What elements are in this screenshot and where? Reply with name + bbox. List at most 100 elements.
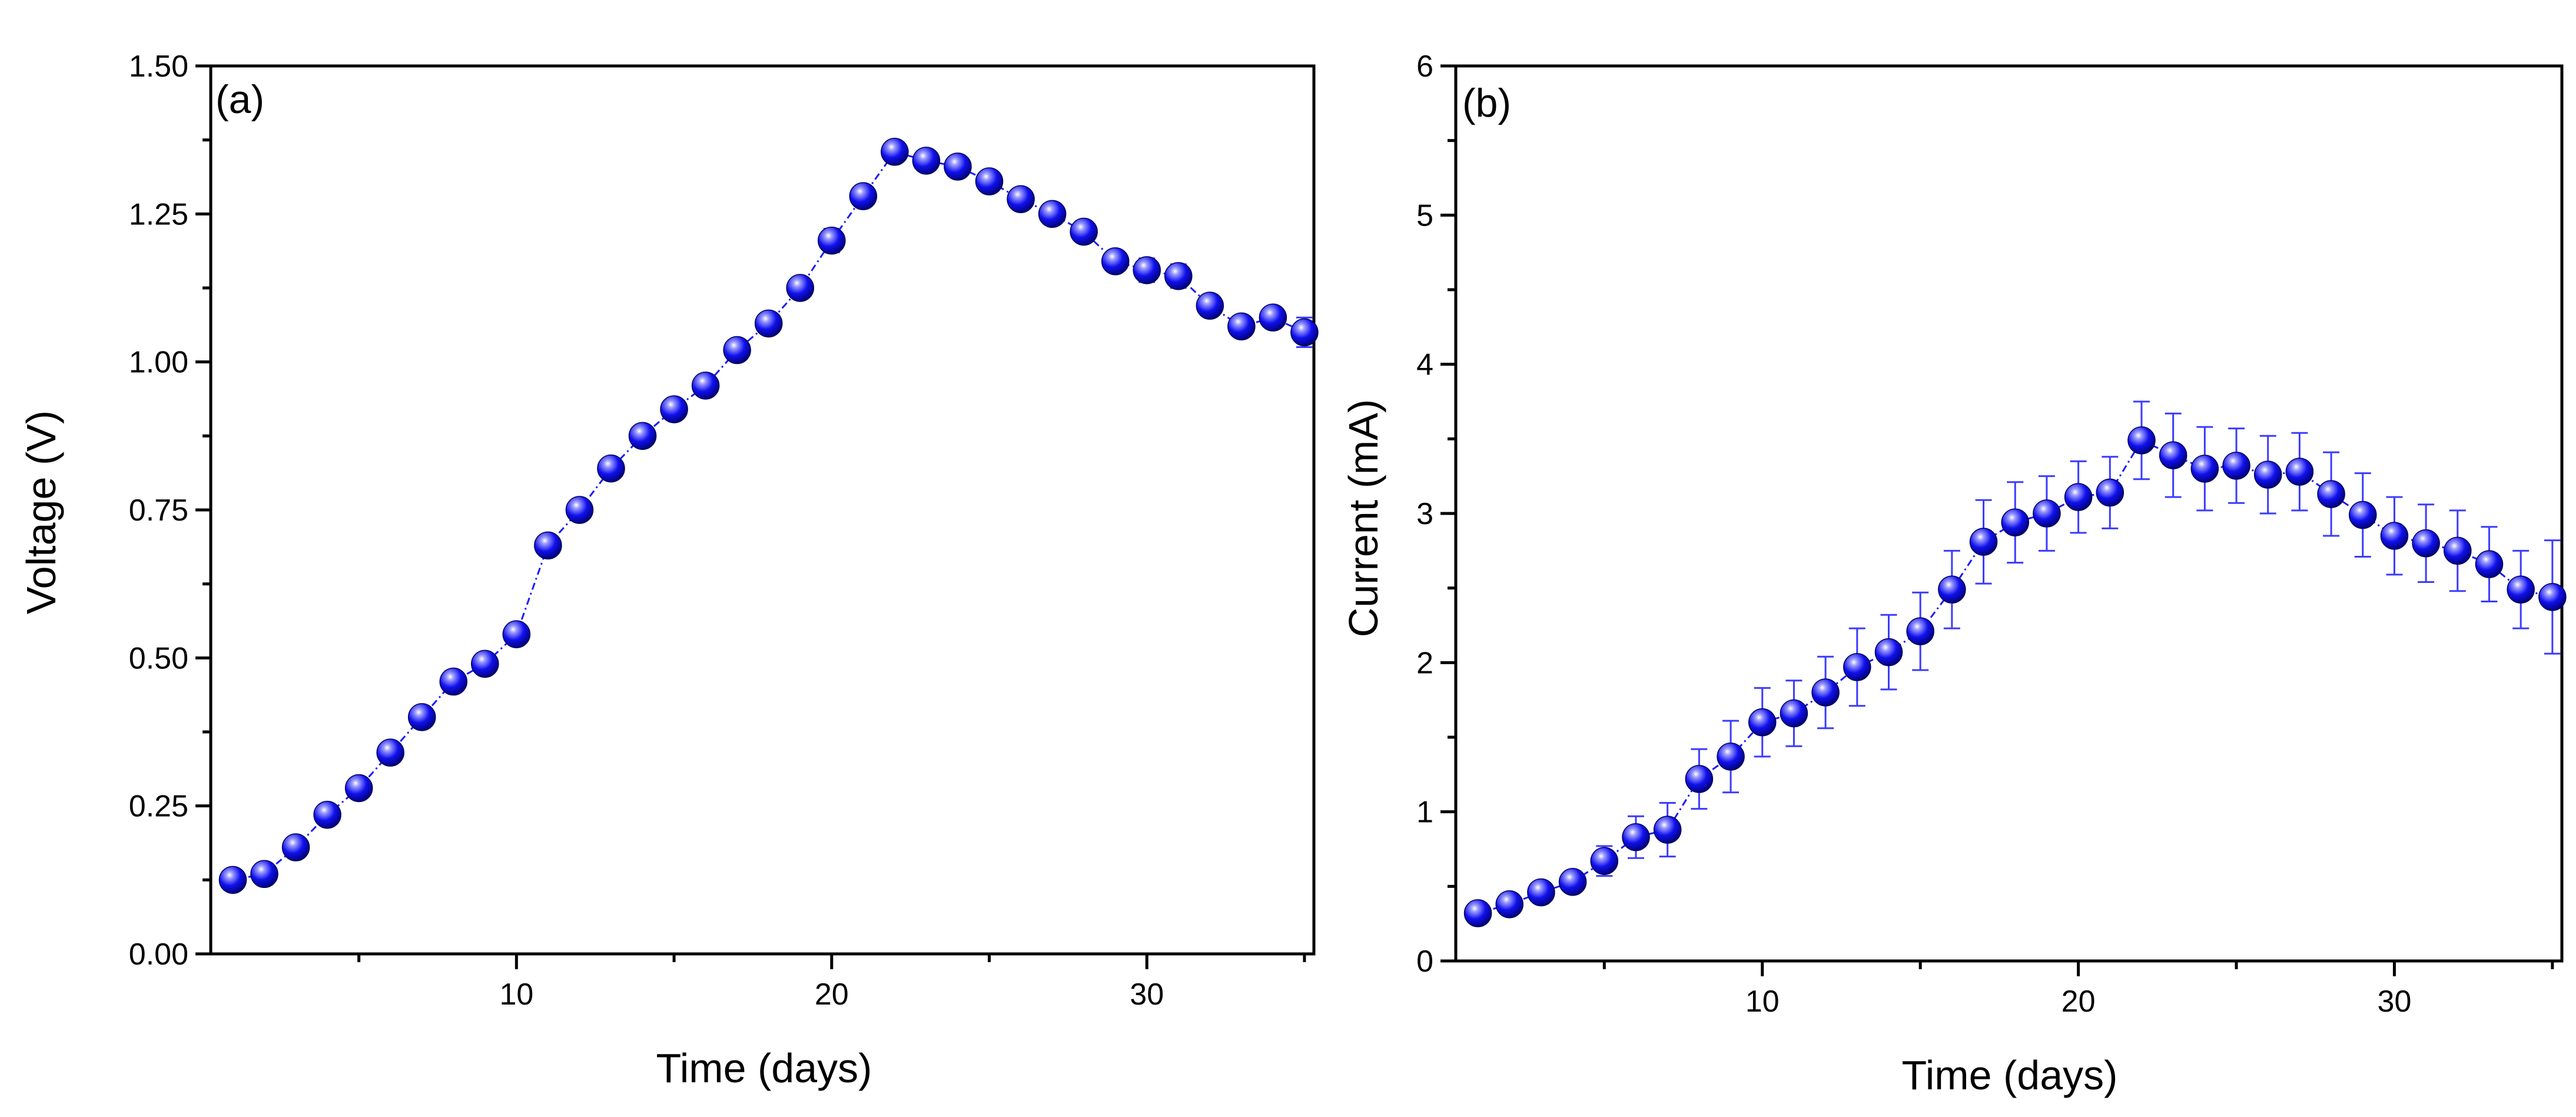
x-axis-title: Time (days): [1902, 1052, 2118, 1098]
x-tick-label: 10: [1745, 985, 1780, 1019]
data-point: [1290, 318, 1319, 347]
data-point: [2190, 455, 2219, 483]
data-point: [502, 620, 531, 648]
data-point: [1227, 312, 1256, 341]
data-point: [2317, 480, 2345, 508]
data-point: [2538, 583, 2567, 611]
y-tick-label: 0.75: [129, 493, 188, 528]
data-point: [1938, 575, 1966, 604]
data-point: [218, 866, 247, 894]
data-point: [1685, 765, 1714, 793]
y-tick-label: 6: [1416, 49, 1433, 84]
data-point: [691, 372, 720, 400]
data-point: [628, 422, 657, 450]
plot-frame: [209, 64, 1316, 956]
panel-label: (a): [215, 77, 264, 122]
data-point: [1101, 247, 1130, 276]
data-point: [881, 138, 909, 166]
data-point: [723, 336, 751, 364]
data-point: [2222, 452, 2250, 480]
y-tick-label: 0.50: [129, 641, 188, 675]
data-point: [376, 738, 404, 767]
data-point: [2444, 536, 2472, 565]
y-tick-label: 1.50: [129, 49, 188, 84]
data-point: [281, 833, 310, 861]
data-point: [2507, 575, 2535, 604]
data-point: [1196, 291, 1224, 320]
data-point: [1590, 847, 1619, 876]
data-point: [407, 703, 436, 731]
x-tick-label: 30: [2378, 985, 2412, 1019]
data-point: [818, 226, 846, 255]
y-tick-label: 5: [1416, 198, 1433, 233]
y-tick-label: 1.00: [129, 346, 188, 380]
y-tick-label: 2: [1416, 646, 1433, 680]
data-point: [2064, 483, 2093, 511]
data-point: [944, 153, 972, 181]
data-point: [597, 454, 625, 483]
data-point: [1811, 678, 1840, 707]
data-point: [849, 182, 878, 210]
data-point: [1748, 708, 1777, 737]
y-axis-title: Current (mA): [1340, 399, 1386, 637]
data-point: [1164, 262, 1193, 290]
data-point: [1495, 890, 1524, 919]
data-point: [1133, 256, 1161, 284]
y-tick-label: 0: [1416, 944, 1433, 979]
data-point: [2096, 478, 2124, 507]
panel-label: (b): [1462, 81, 1511, 125]
data-point: [1463, 899, 1492, 927]
data-point: [786, 274, 815, 302]
data-point: [1906, 617, 1934, 645]
data-point: [1780, 699, 1808, 728]
data-point: [1874, 638, 1903, 667]
data-point: [2380, 522, 2409, 550]
data-point: [912, 147, 941, 175]
data-point: [1527, 878, 1555, 907]
voltage-panel: Voltage (V) Time (days) (a) 10 20 30 0.00 0.…: [18, 49, 1319, 1091]
data-point: [1007, 185, 1035, 213]
x-tick-label: 20: [2062, 985, 2096, 1019]
data-point: [1558, 867, 1587, 896]
data-point: [1717, 743, 1745, 771]
data-point: [2127, 426, 2156, 455]
data-point: [1843, 653, 1871, 681]
y-tick-label: 0.25: [129, 790, 188, 824]
data-point: [344, 774, 373, 803]
y-tick-label: 4: [1416, 348, 1433, 382]
data-point: [2001, 508, 2029, 536]
data-point: [1653, 816, 1682, 844]
data-point: [2475, 550, 2504, 578]
x-axis-title: Time (days): [656, 1045, 872, 1091]
y-tick-label: 1.25: [129, 197, 188, 231]
data-point: [313, 800, 341, 829]
data-point: [2412, 529, 2440, 558]
data-point: [1259, 303, 1287, 332]
data-point: [1622, 823, 1650, 851]
data-point: [439, 667, 468, 696]
data-point: [2033, 499, 2061, 528]
x-tick-label: 10: [499, 977, 533, 1012]
y-tick-label: 3: [1416, 497, 1433, 531]
data-point: [2285, 458, 2314, 486]
data-point: [1038, 200, 1067, 228]
data-point: [471, 649, 499, 678]
y-tick-label: 1: [1416, 796, 1433, 830]
data-point: [2349, 501, 2377, 529]
data-point: [2253, 460, 2282, 489]
data-point: [1070, 217, 1098, 246]
x-tick-label: 30: [1130, 977, 1164, 1012]
data-point: [975, 167, 1004, 195]
y-axis-title: Voltage (V): [18, 410, 64, 614]
data-point: [660, 395, 688, 423]
data-point: [754, 309, 783, 338]
x-tick-label: 20: [815, 977, 849, 1012]
data-point: [2159, 441, 2187, 469]
current-panel: Current (mA) Time (days) (b) 10 20 30 0 1 2 3 4…: [1340, 49, 2567, 1098]
data-point: [534, 531, 562, 560]
y-tick-label: 0.00: [129, 937, 188, 972]
data-point: [250, 860, 278, 889]
data-point: [565, 496, 594, 524]
data-point: [1969, 528, 1998, 556]
